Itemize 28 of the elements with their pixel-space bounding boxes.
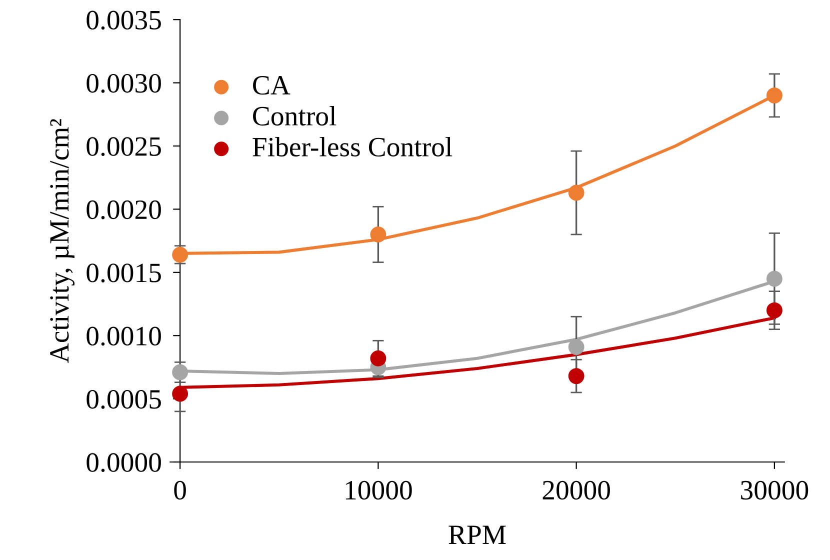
legend-label: Fiber-less Control (252, 136, 452, 156)
y-tick-label: 0.0015 (86, 264, 161, 282)
x-tick-label: 0 (174, 480, 186, 500)
point (370, 226, 386, 242)
y-tick-label: 0.0020 (86, 200, 161, 220)
y-axis-title: Activity, µM/min/cm² (50, 119, 74, 363)
legend-label: Control (253, 106, 336, 126)
point (568, 368, 584, 384)
y-tick-label: 0.0010 (86, 326, 161, 346)
point (568, 339, 584, 355)
x-tick-label: 10000 (346, 480, 412, 500)
y-tick-label: 0.0000 (86, 453, 161, 472)
point (172, 386, 188, 402)
point (172, 364, 188, 380)
point (766, 302, 782, 318)
x-tick-label: 20000 (542, 480, 610, 500)
point (370, 350, 386, 366)
y-tick-label: 0.0005 (86, 390, 161, 409)
x-tick-label: 30000 (741, 480, 808, 500)
y-tick-label: 0.0025 (86, 137, 161, 156)
point (172, 246, 188, 263)
y-tick-label: 0.0030 (86, 74, 161, 93)
legend-label: CA (253, 76, 290, 95)
x-axis-title: RPM (448, 526, 506, 544)
point (766, 270, 782, 287)
y-tick-label: 0.0035 (86, 10, 161, 30)
point (568, 184, 584, 201)
point (766, 87, 782, 104)
